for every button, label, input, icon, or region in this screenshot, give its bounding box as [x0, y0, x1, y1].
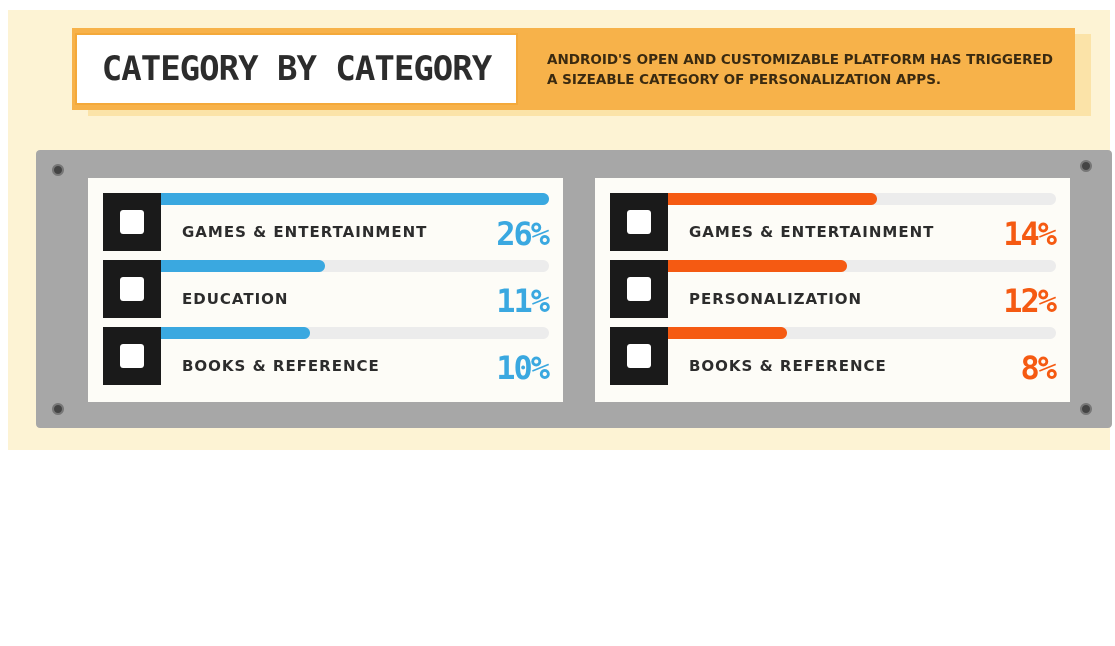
category-label: BOOKS & REFERENCE [689, 357, 887, 375]
icon-glyph [627, 277, 651, 301]
screw [1080, 403, 1092, 415]
category-label: EDUCATION [182, 290, 289, 308]
value-label: 11% [496, 282, 550, 320]
card: GAMES & ENTERTAINMENT 14% PERSONALIZATION 1… [595, 178, 1070, 402]
category-icon [103, 193, 161, 251]
bar [668, 327, 788, 339]
category-icon [103, 327, 161, 385]
bar-track [161, 193, 549, 205]
category-icon [610, 260, 668, 318]
bar-track [161, 260, 549, 272]
bar-track [161, 327, 549, 339]
bar-track [668, 260, 1056, 272]
bar [161, 327, 311, 339]
screw [52, 164, 64, 176]
icon-glyph [120, 277, 144, 301]
icon-glyph [120, 344, 144, 368]
card: GAMES & ENTERTAINMENT 26% EDUCATION 11% BOOK… [88, 178, 563, 402]
bar-track [668, 193, 1056, 205]
value-label: 12% [1003, 282, 1057, 320]
bar [668, 193, 877, 205]
value-label: 8% [1020, 349, 1057, 387]
category-label: GAMES & ENTERTAINMENT [182, 223, 428, 241]
bar [668, 260, 848, 272]
category-label: PERSONALIZATION [689, 290, 863, 308]
bar [161, 260, 326, 272]
icon-glyph [120, 210, 144, 234]
screw [1080, 160, 1092, 172]
bar-track [668, 327, 1056, 339]
screw [52, 403, 64, 415]
panel: GAMES & ENTERTAINMENT 26% EDUCATION 11% BOOK… [36, 150, 1112, 428]
value-label: 14% [1003, 215, 1057, 253]
icon-glyph [627, 344, 651, 368]
title: CATEGORY BY CATEGORY [75, 33, 518, 105]
header: CATEGORY BY CATEGORY ANDROID'S OPEN AND … [72, 28, 1075, 110]
category-label: BOOKS & REFERENCE [182, 357, 380, 375]
value-label: 26% [496, 215, 550, 253]
bar [161, 193, 549, 205]
category-icon [610, 193, 668, 251]
value-label: 10% [496, 349, 550, 387]
category-icon [610, 327, 668, 385]
icon-glyph [627, 210, 651, 234]
category-label: GAMES & ENTERTAINMENT [689, 223, 935, 241]
subtitle: ANDROID'S OPEN AND CUSTOMIZABLE PLATFORM… [547, 52, 1053, 88]
category-icon [103, 260, 161, 318]
